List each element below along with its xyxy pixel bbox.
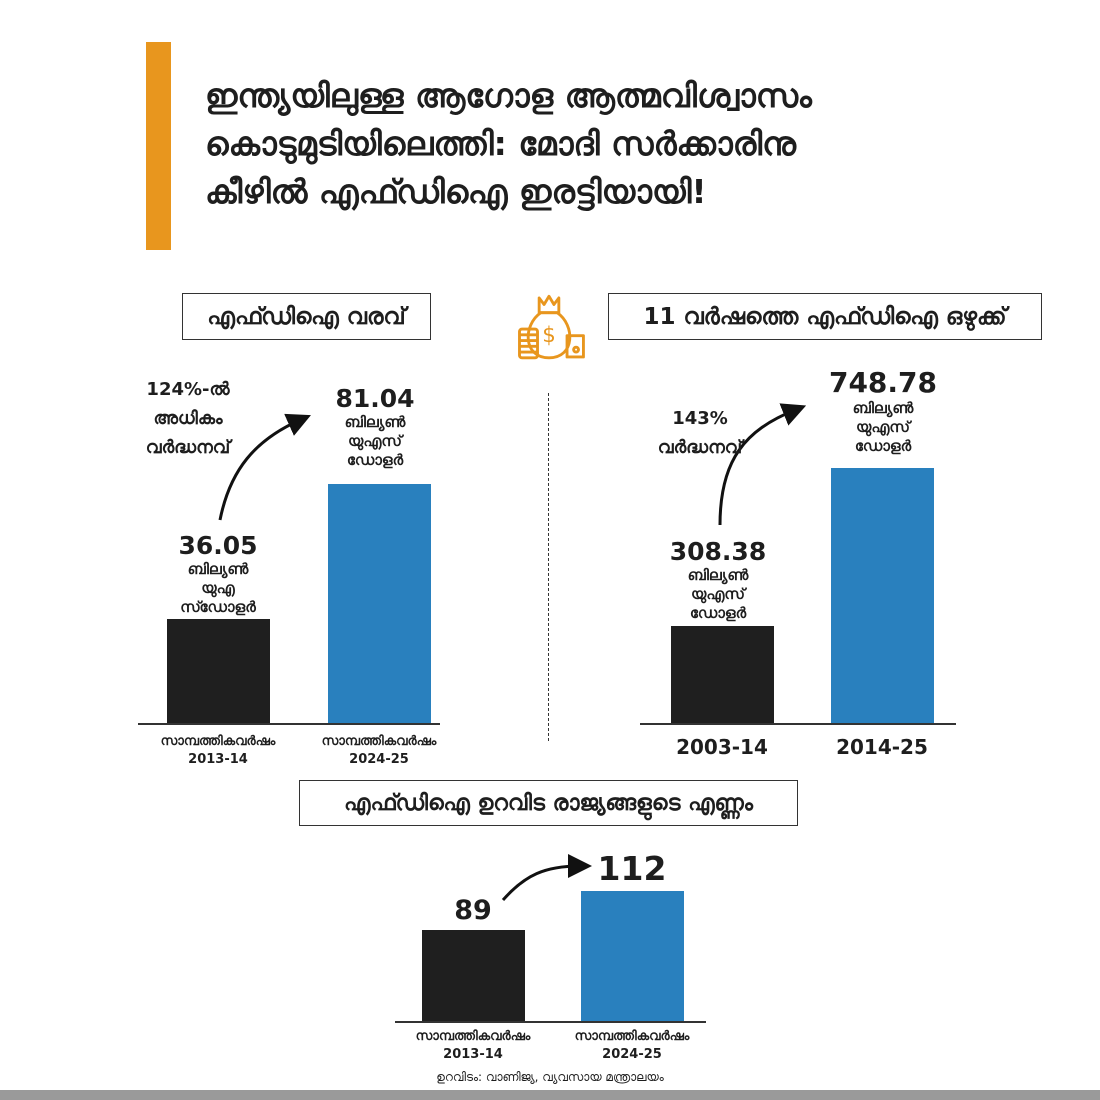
headline: ഇന്ത്യയിലുള്ള ആഗോള ആത്മവിശ്വാസം കൊടുമുടി…: [205, 72, 925, 216]
chart2-value-label-1: 308.38 ബില്യൺ യുഎസ് ഡോളർ: [669, 537, 767, 622]
headline-line: ഇന്ത്യയിലുള്ള ആഗോള ആത്മവിശ്വാസം: [205, 76, 812, 115]
source-note: ഉറവിടം: വാണിജ്യ, വ്യവസായ മന്ത്രാലയം: [436, 1070, 664, 1084]
divider: [548, 393, 549, 741]
chart3-xlabel-1: സാമ്പത്തികവർഷം 2013-14: [415, 1029, 531, 1062]
bottom-band: [0, 1090, 1100, 1100]
chart1-annotation: 124%-ൽ അധികം വർദ്ധനവ്: [145, 379, 231, 458]
svg-text:$: $: [542, 323, 556, 348]
chart3-axis: [395, 1021, 706, 1023]
chart3-bar-2013-14: [422, 930, 525, 1022]
chart1-value-label-1: 36.05 ബില്യൺ യുഎ സ്ഡോളർ: [178, 531, 258, 616]
chart1-bar-2024-25: [328, 484, 431, 724]
chart3-xlabel-2: സാമ്പത്തികവർഷം 2024-25: [574, 1029, 690, 1062]
chart1-xlabel-2: സാമ്പത്തികവർഷം 2024-25: [321, 734, 437, 767]
chart2-title: 11 വർഷത്തെ എഫ്ഡിഐ ഒഴുക്ക്: [608, 293, 1042, 340]
money-bag-icon: $: [518, 294, 585, 360]
chart2-bar-2014-25: [831, 468, 934, 724]
chart1-xlabel-1: സാമ്പത്തികവർഷം 2013-14: [160, 734, 276, 767]
chart2-xlabel-1: 2003-14: [676, 735, 768, 759]
chart1-value-label-2: 81.04 ബില്യൺ യുഎസ് ഡോളർ: [335, 384, 415, 469]
chart1-title: എഫ്ഡിഐ വരവ്: [182, 293, 431, 340]
chart3-title: എഫ്ഡിഐ ഉറവിട രാജ്യങ്ങളുടെ എണ്ണം: [299, 780, 798, 826]
chart2-bar-2003-14: [671, 626, 774, 724]
headline-line: കീഴിൽ എഫ്ഡിഐ ഇരട്ടിയായി!: [205, 172, 707, 211]
chart3-bar-2024-25: [581, 891, 684, 1022]
accent-bar: [146, 42, 171, 250]
chart2-annotation: 143% വർദ്ധനവ്: [657, 408, 743, 458]
chart2-xlabel-2: 2014-25: [836, 735, 928, 759]
chart2-value-label-2: 748.78 ബില്യൺ യുഎസ് ഡോളർ: [828, 366, 938, 455]
chart1-axis: [138, 723, 440, 725]
growth-arrow-2: [718, 403, 807, 526]
growth-arrow-3: [501, 854, 592, 901]
growth-arrow-1: [218, 413, 311, 521]
chart3-value-label-1: 89: [454, 895, 492, 926]
chart1-bar-2013-14: [167, 619, 270, 724]
headline-line: കൊടുമുടിയിലെത്തി: മോദി സർക്കാരിനു: [205, 124, 797, 163]
chart3-value-label-2: 112: [597, 849, 667, 888]
chart2-axis: [640, 723, 956, 725]
